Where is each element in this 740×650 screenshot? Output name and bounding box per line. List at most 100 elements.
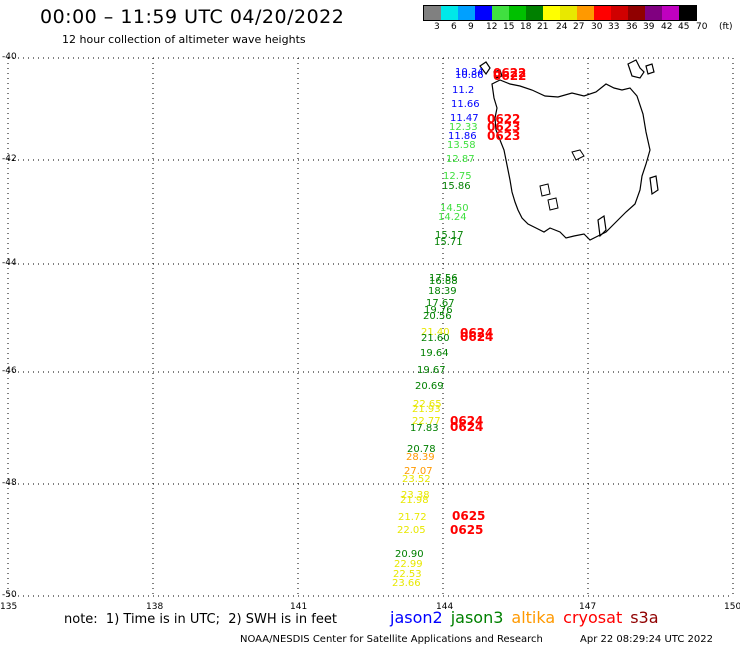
longitude-label: 150 (724, 602, 740, 612)
wave-height-label: 11.66 (451, 99, 480, 110)
wave-height-label: 13.58 (447, 140, 476, 151)
wave-height-label: 20.56 (423, 311, 452, 322)
color-scale-label: 45 (678, 22, 690, 32)
wave-height-label: 23.66 (392, 578, 421, 589)
color-scale-swatch (560, 6, 577, 20)
lake-gordon (539, 183, 551, 197)
color-scale-labels: 3 6 9 12 15 18 21 24 27 30 33 36 39 42 45 70 (ft) (423, 22, 740, 34)
color-scale-swatch (645, 6, 662, 20)
wave-height-label: 17.67 (426, 298, 455, 309)
wave-height-label: 21.60 (421, 333, 450, 344)
wave-height-label: 15.86 (442, 181, 471, 192)
wave-height-label: 10.86 (455, 70, 484, 81)
color-scale-label: 15 (503, 22, 515, 32)
page-title: 00:00 – 11:59 UTC 04/20/2022 (40, 6, 345, 28)
pass-time-label: 0624 (460, 326, 494, 340)
island-cape-barren (627, 59, 645, 79)
color-scale-label: 39 (643, 22, 655, 32)
generated-timestamp: Apr 22 08:29:24 UTC 2022 (580, 634, 713, 645)
color-scale-label: 70 (696, 22, 708, 32)
color-scale-label: 27 (573, 22, 585, 32)
wave-height-label: 14.50 (440, 203, 469, 214)
color-scale-label: 30 (591, 22, 603, 32)
wave-height-label: 21.40 (421, 327, 450, 338)
color-scale-swatch (543, 6, 560, 20)
wave-height-label: 21.93 (412, 404, 441, 415)
color-scale-swatch (509, 6, 526, 20)
wave-height-label: 15.71 (434, 237, 463, 248)
color-scale-label: 12 (486, 22, 498, 32)
wave-height-label: 23.52 (402, 474, 431, 485)
wave-height-label: 27.07 (404, 466, 433, 477)
wave-height-label: 20.90 (395, 549, 424, 560)
wave-height-label: 12.33 (449, 122, 478, 133)
credit-text: NOAA/NESDIS Center for Satellite Applica… (240, 634, 543, 645)
wave-height-label: 11.86 (448, 131, 477, 142)
wave-height-label: 22.77 (412, 416, 441, 427)
pass-time-label: 0623 (487, 120, 521, 134)
color-scale-swatch (577, 6, 594, 20)
color-scale-swatch (594, 6, 611, 20)
pass-time-label: 0622 (487, 112, 521, 126)
color-scale-swatch (662, 6, 679, 20)
latitude-label: -42 (2, 154, 17, 164)
pass-time-label: 0624 (460, 330, 494, 344)
latitude-label: -48 (2, 478, 17, 488)
longitude-label: 138 (146, 602, 164, 612)
pass-time-label: 0623 (487, 129, 521, 143)
wave-height-label: 17.56 (429, 273, 458, 284)
color-scale-bar (423, 5, 697, 21)
color-scale-swatch (679, 6, 696, 20)
color-scale-swatch (441, 6, 458, 20)
color-scale-label: 9 (468, 22, 474, 32)
wave-height-label: 22.65 (413, 399, 442, 410)
wave-height-label: 12.75 (443, 171, 472, 182)
longitude-label: 141 (290, 602, 308, 612)
longitude-label: 135 (0, 602, 18, 612)
color-scale-label: 6 (451, 22, 457, 32)
island-bruny (597, 214, 607, 238)
legend-entry-jason3: jason3 (450, 608, 504, 627)
wave-height-label: 15.17 (435, 230, 464, 241)
footnote: note: 1) Time is in UTC; 2) SWH is in fe… (64, 612, 337, 627)
wave-height-label: 23.38 (401, 490, 430, 501)
wave-height-label: 28.39 (406, 452, 435, 463)
legend-entry-cryosat: cryosat (563, 608, 623, 627)
wave-height-label: 21.98 (400, 495, 429, 506)
color-scale-unit: (ft) (719, 22, 733, 32)
color-scale-label: 3 (434, 22, 440, 32)
color-scale-label: 36 (626, 22, 638, 32)
wave-height-label: 22.05 (397, 525, 426, 536)
longitude-label: 144 (436, 602, 454, 612)
wave-height-label: 19.64 (420, 348, 449, 359)
pass-time-label: 0622 (493, 69, 527, 83)
color-scale-swatch (628, 6, 645, 20)
pass-time-label: 0625 (452, 509, 486, 523)
island-flinders (645, 63, 655, 75)
color-scale-label: 33 (608, 22, 620, 32)
legend-entry-s3a: s3a (630, 608, 659, 627)
latitude-label: -44 (2, 258, 17, 268)
tasmania-coastline (491, 79, 651, 241)
page-subtitle: 12 hour collection of altimeter wave hei… (62, 33, 306, 46)
color-scale-label: 18 (520, 22, 532, 32)
wave-height-label: 12.87 (446, 154, 475, 165)
wave-height-label: 22.53 (393, 569, 422, 580)
lake-pedder (547, 197, 559, 211)
wave-height-label: 20.69 (415, 381, 444, 392)
longitude-label: 147 (579, 602, 597, 612)
color-scale-label: 21 (537, 22, 549, 32)
lake-great-lake (571, 149, 585, 161)
island-hunter (479, 61, 491, 76)
wave-height-label: 17.83 (410, 423, 439, 434)
legend-entry-jason2: jason2 (390, 608, 443, 627)
island-robbins (493, 69, 503, 79)
wave-height-label: 22.99 (394, 559, 423, 570)
latitude-label: -46 (2, 366, 17, 376)
island-maria (649, 175, 659, 196)
wave-height-label: 11.2 (452, 85, 475, 96)
wave-height-label: 18.39 (428, 286, 457, 297)
latitude-label: -40 (2, 52, 17, 62)
pass-time-label: 0624 (450, 414, 484, 428)
